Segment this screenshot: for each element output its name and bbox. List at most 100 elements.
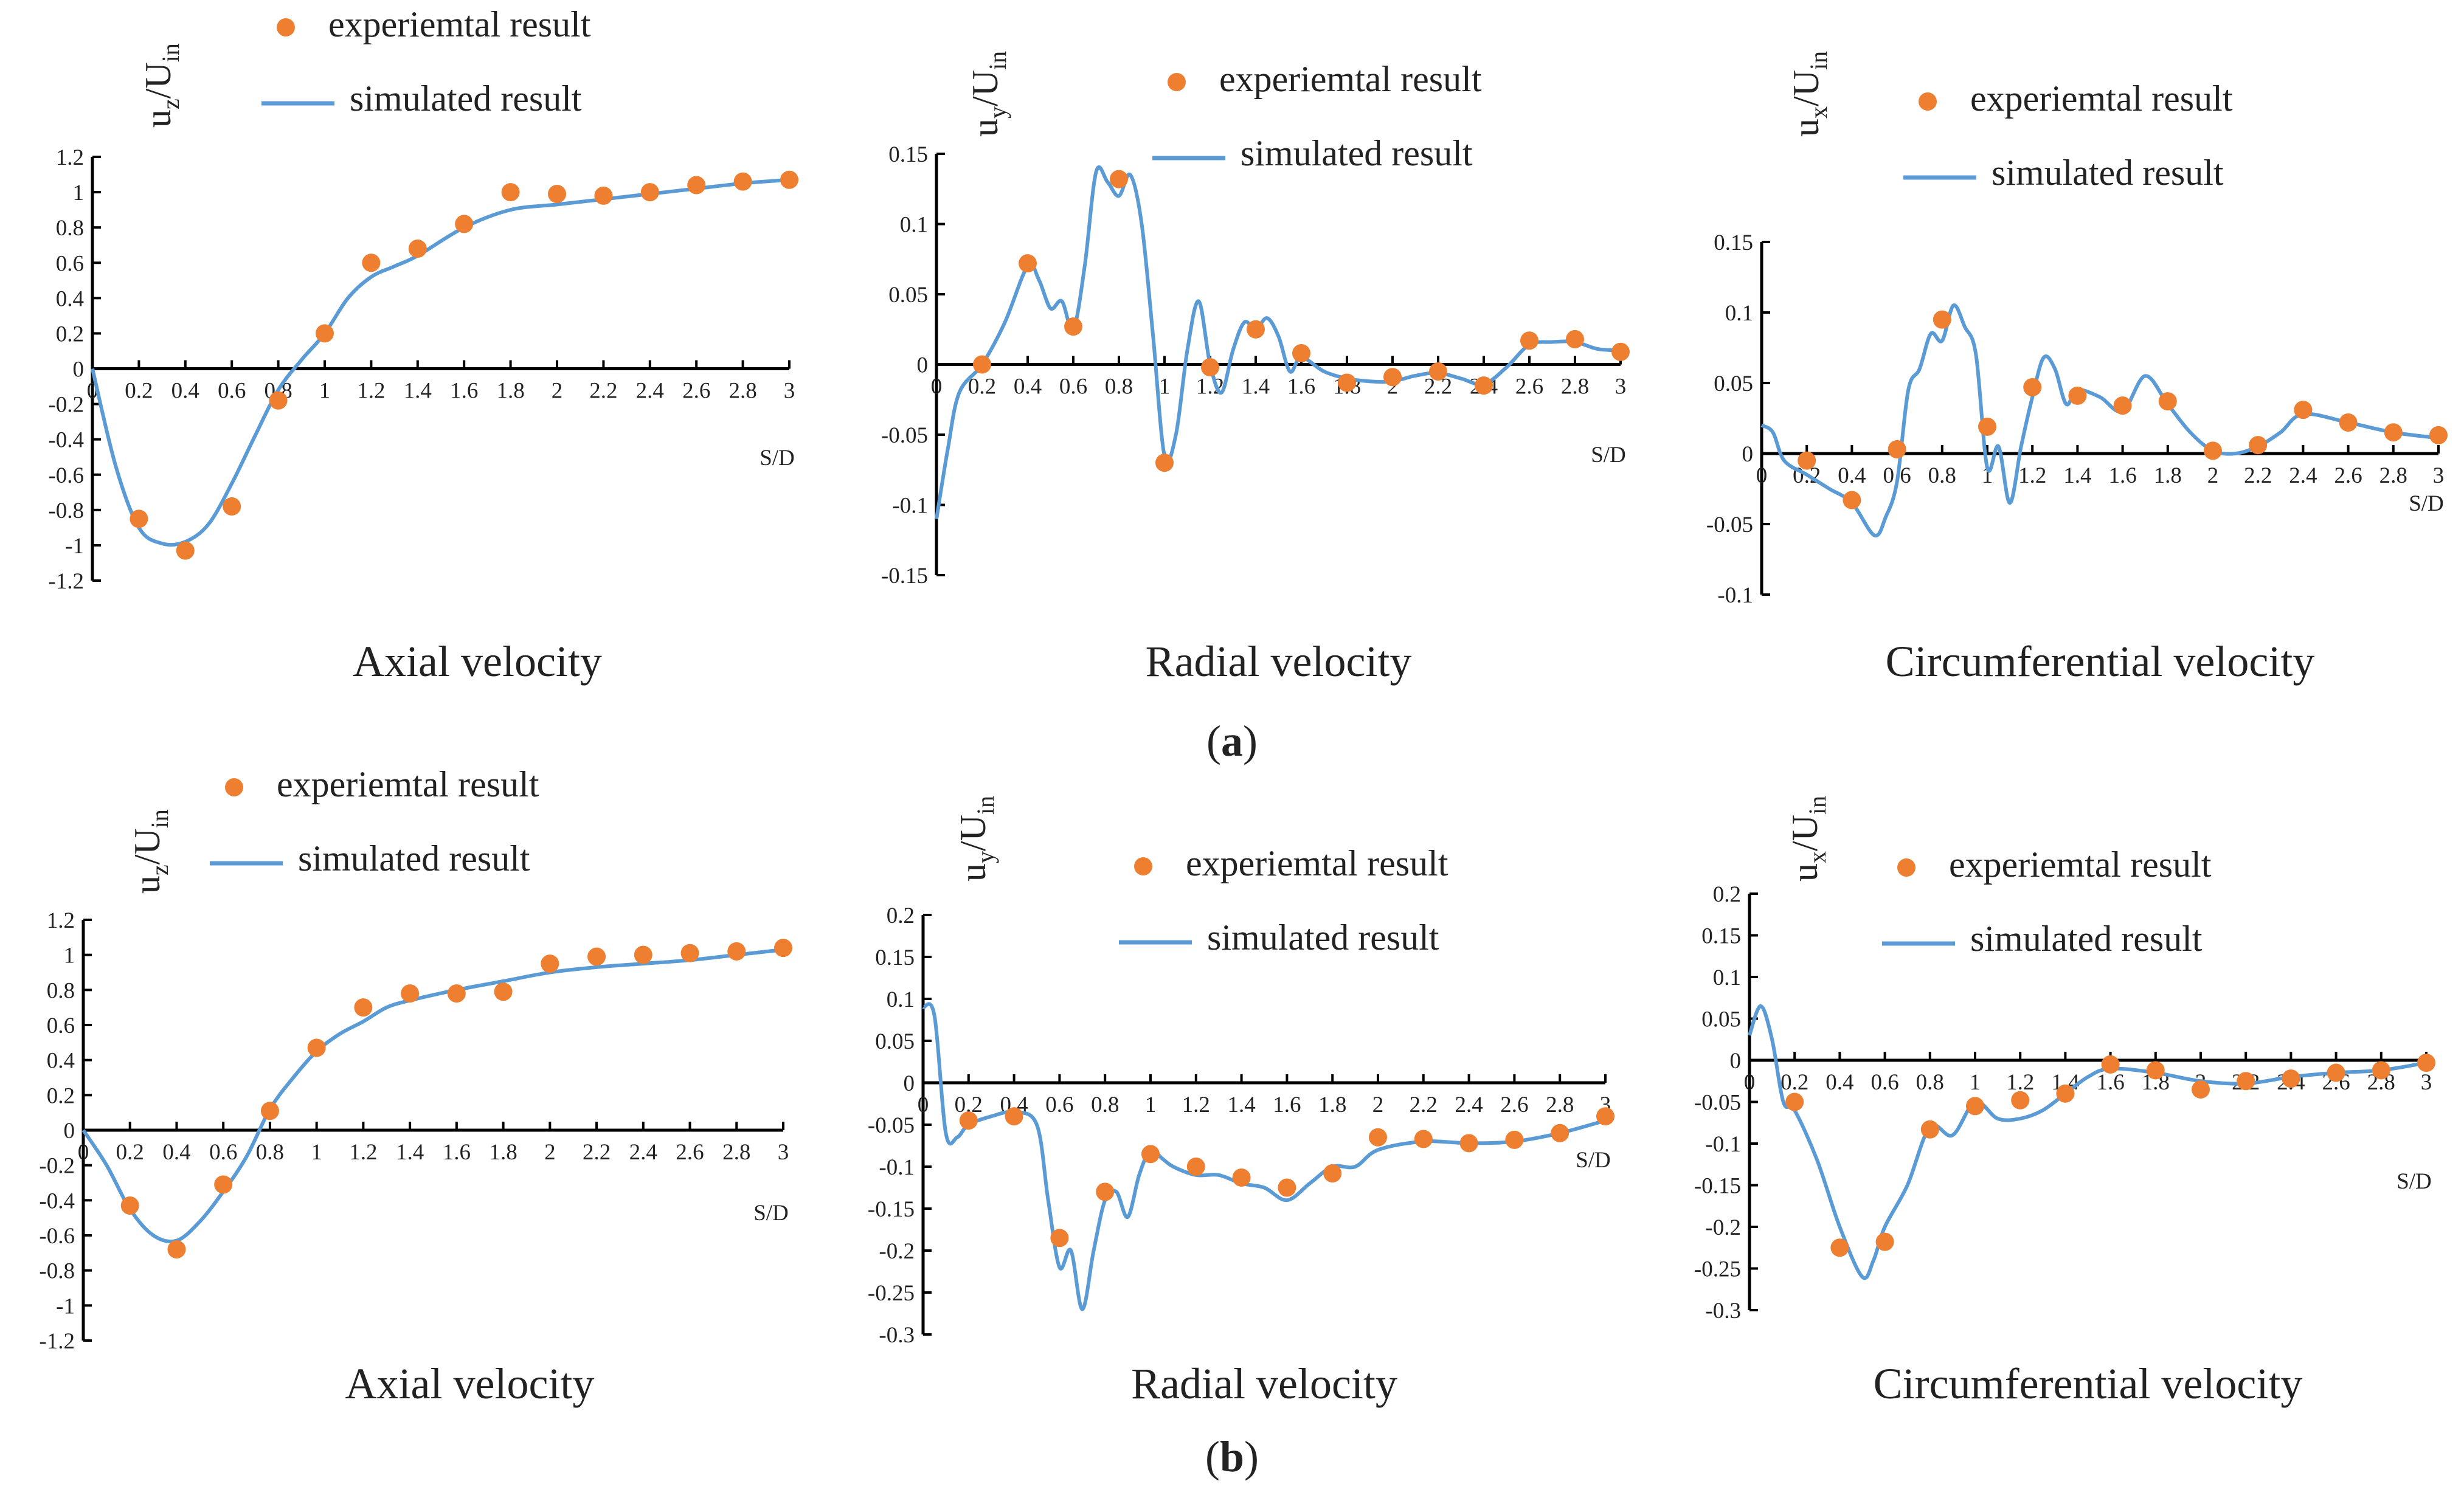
x-tick-label: 1.2 <box>1196 374 1224 399</box>
experimental-point <box>2339 413 2358 432</box>
y-tick-label: -0.4 <box>39 1189 75 1213</box>
x-tick-label: 0.8 <box>1916 1070 1944 1095</box>
experimental-point <box>447 984 466 1003</box>
y-tick-label: -0.2 <box>39 1154 75 1179</box>
chart-a-axial: -1.2 -1 -0.8 -0.6 -0.4 -0.2 0 0.2 0.4 0.6 0.8 1 1.2 0… <box>48 4 798 686</box>
legend-experimental-label: experiemtal result <box>1186 843 1448 883</box>
y-tick-label: 1.2 <box>47 908 75 933</box>
y-tick-label: 0.1 <box>1713 965 1741 990</box>
legend-experimental-label: experiemtal result <box>1219 59 1482 99</box>
y-tick-label: 0.05 <box>1701 1007 1741 1032</box>
x-tick-label: 2.6 <box>2334 463 2362 488</box>
experimental-point <box>973 355 991 374</box>
x-tick-label: 1.6 <box>450 379 478 404</box>
x-tick-label: 0.6 <box>1059 374 1087 399</box>
experimental-point <box>1383 368 1402 387</box>
x-tick-label: 2.6 <box>1515 374 1543 399</box>
x-tick-label: 0 <box>1756 463 1768 488</box>
x-tick-label: 0.8 <box>1928 463 1956 488</box>
chart-title: Radial velocity <box>1131 1359 1397 1408</box>
x-tick-label: 1 <box>1970 1070 1981 1095</box>
x-tick-label: 0 <box>931 374 943 399</box>
experimental-point <box>2113 396 2132 415</box>
x-tick-label: 1.2 <box>1182 1092 1210 1117</box>
experimental-point <box>1830 1238 1849 1257</box>
experimental-point <box>1875 1232 1894 1251</box>
chart-b-radial: -0.3-0.25-0.2-0.15-0.1-0.0500.050.10.150… <box>868 796 1614 1408</box>
y-tick-label: 0.05 <box>1714 371 1753 396</box>
legend-experimental-label: experiemtal result <box>1970 78 2233 119</box>
x-tick-label: 1.6 <box>1287 374 1315 399</box>
y-tick-label: -0.2 <box>879 1239 915 1264</box>
experimental-point <box>1798 451 1816 470</box>
y-tick-label: 0.2 <box>56 322 84 347</box>
experimental-point <box>548 184 566 203</box>
legend-simulated-label: simulated result <box>1992 153 2224 193</box>
x-tick-label: 0.8 <box>1091 1092 1119 1117</box>
x-tick-label: 1 <box>319 379 331 404</box>
experimental-point <box>2237 1072 2255 1091</box>
experimental-point <box>1292 344 1310 363</box>
x-tick-label: 1 <box>311 1140 322 1165</box>
x-tick-label: 3 <box>1615 374 1627 399</box>
experimental-point <box>307 1038 326 1057</box>
subfigure-label-b: (b) <box>1205 1432 1259 1481</box>
x-tick-label: 2.8 <box>2379 463 2407 488</box>
y-tick-label: -0.05 <box>1694 1091 1741 1116</box>
x-tick-label: 0 <box>78 1140 89 1165</box>
y-tick-label: -0.15 <box>881 564 928 588</box>
y-tick-label: -0.05 <box>1706 513 1753 537</box>
x-tick-label: 0.4 <box>1838 463 1866 488</box>
x-tick-label: 0.4 <box>1826 1070 1853 1095</box>
experimental-point <box>494 982 513 1001</box>
y-axis-label: uy/Uin <box>953 796 999 882</box>
chart-title: Circumferential velocity <box>1874 1359 2303 1408</box>
experimental-point <box>1566 330 1584 348</box>
x-tick-label: 1.2 <box>349 1140 377 1165</box>
experimental-point <box>1141 1145 1160 1164</box>
experimental-point <box>2192 1080 2210 1099</box>
y-tick-label: -1 <box>65 534 84 559</box>
experimental-point <box>2101 1055 2120 1074</box>
y-tick-label: 0.05 <box>888 283 928 308</box>
y-tick-label: -0.1 <box>892 494 928 519</box>
x-tick-label: 2.4 <box>629 1140 657 1165</box>
x-tick-label: 1.6 <box>2108 463 2136 488</box>
experimental-point <box>130 509 148 528</box>
experimental-point <box>1505 1130 1524 1149</box>
y-axis-label: uy/Uin <box>965 51 1011 137</box>
x-tick-label: 2 <box>2207 463 2219 488</box>
experimental-point <box>408 240 427 258</box>
y-tick-label: 0.8 <box>47 978 75 1003</box>
y-tick-label: 0.2 <box>887 903 915 928</box>
experimental-point <box>2146 1061 2165 1080</box>
experimental-point <box>362 254 381 272</box>
x-tick-label: 1.4 <box>1227 1092 1255 1117</box>
legend-experimental-marker <box>277 18 295 36</box>
experimental-point <box>1520 331 1538 350</box>
experimental-point <box>120 1196 139 1215</box>
x-tick-label: 0.4 <box>171 379 199 404</box>
y-tick-label: 1 <box>73 181 85 205</box>
x-tick-label: 0.8 <box>1105 374 1133 399</box>
y-tick-label: 0.1 <box>887 987 915 1012</box>
y-tick-label: -1 <box>56 1294 75 1319</box>
y-axis-label: uz/Uin <box>138 43 184 128</box>
experimental-point <box>1186 1158 1205 1176</box>
experimental-point <box>774 939 792 958</box>
x-tick-label: 0.4 <box>1014 374 1042 399</box>
y-tick-label: -0.6 <box>39 1224 75 1249</box>
y-tick-label: 0.15 <box>888 142 928 167</box>
x-tick-label: 0.2 <box>968 374 996 399</box>
y-tick-label: -1.2 <box>39 1329 75 1354</box>
experimental-point <box>587 947 606 966</box>
y-tick-label: -0.8 <box>48 499 84 523</box>
experimental-point <box>1369 1128 1387 1147</box>
y-tick-label: 0.2 <box>1713 882 1741 907</box>
experimental-point <box>594 186 613 205</box>
y-tick-label: 0 <box>904 1071 915 1096</box>
y-tick-label: 0 <box>1730 1049 1742 1074</box>
experimental-point <box>214 1175 233 1194</box>
experimental-point <box>2249 436 2268 455</box>
